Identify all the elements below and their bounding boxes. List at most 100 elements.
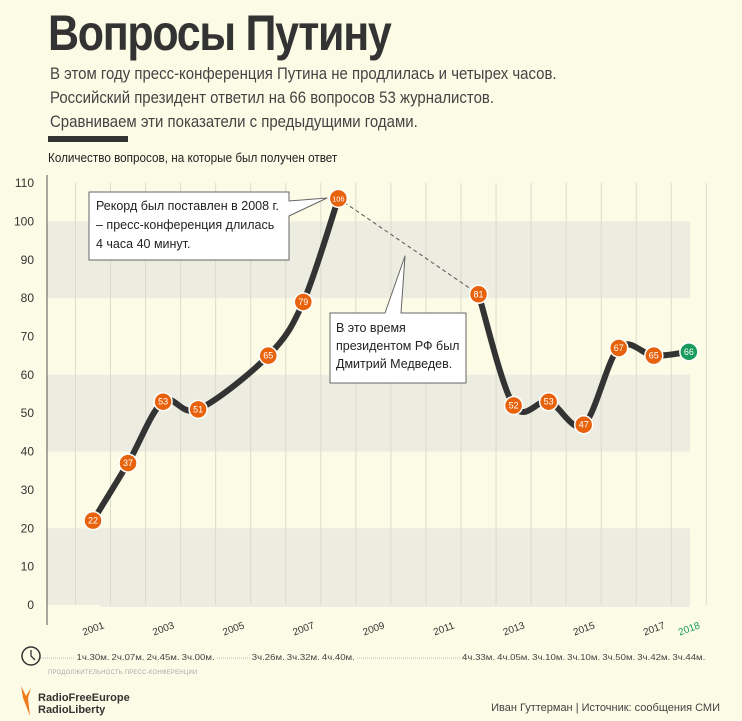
subtitle-line-2: Российский президент ответил на 66 вопро…	[50, 88, 495, 107]
duration-value: 3ч.32м.	[287, 652, 320, 662]
callout-text: В это время	[336, 321, 406, 335]
page-title: Вопросы Путину	[48, 5, 392, 61]
data-label: 65	[649, 351, 659, 361]
data-label: 67	[614, 343, 624, 353]
y-tick-label: 40	[21, 445, 35, 459]
data-label: 53	[544, 397, 554, 407]
data-point	[503, 395, 524, 416]
data-point	[538, 391, 559, 412]
duration-value: 2ч.07м.	[112, 652, 145, 662]
duration-value: 3ч.44м.	[672, 652, 705, 662]
callout-text: 4 часа 40 минут.	[96, 237, 190, 251]
duration-bg	[495, 651, 532, 662]
x-tick-label: 2007	[291, 620, 316, 638]
x-tick-label: 2009	[362, 620, 387, 638]
y-tick-label: 10	[21, 560, 35, 574]
data-label: 52	[509, 401, 519, 411]
y-tick-label: 50	[21, 406, 35, 420]
duration-bg	[320, 651, 357, 662]
data-label: 37	[123, 458, 133, 468]
duration-bg	[530, 651, 567, 662]
duration-bg	[635, 651, 672, 662]
callout-text: Дмитрий Медведев.	[336, 357, 452, 371]
clock-icon	[21, 646, 41, 666]
duration-value: 3ч.50м.	[602, 652, 635, 662]
callout-medvedev: В это время президентом РФ был Дмитрий Мед…	[329, 255, 467, 384]
y-tick-label: 30	[21, 483, 35, 497]
duration-value: 4ч.33м.	[462, 652, 495, 662]
duration-value: 1ч.30м.	[77, 652, 110, 662]
grid-band	[47, 528, 690, 605]
duration-bg	[460, 651, 497, 662]
data-point	[118, 453, 138, 473]
rferl-logo: RadioFreeEurope RadioLiberty	[18, 684, 130, 718]
x-tick-label: 2013	[502, 620, 527, 638]
callout-box	[329, 255, 467, 384]
x-tick-label: 2011	[432, 620, 456, 638]
callout-box	[88, 191, 328, 261]
data-point	[293, 292, 314, 312]
data-point	[609, 338, 629, 358]
logo-line-1: RadioFreeEurope	[38, 692, 130, 704]
y-tick-label: 110	[15, 176, 34, 190]
duration-bg	[110, 651, 147, 662]
y-tick-label: 20	[21, 521, 35, 535]
data-point	[83, 510, 103, 531]
data-point	[328, 188, 349, 209]
logo-line-2: RadioLiberty	[38, 704, 106, 716]
data-point	[644, 345, 664, 366]
x-tick-label: 2003	[151, 620, 176, 638]
x-tick-label: 2001	[81, 620, 106, 638]
x-tick-label: 2005	[221, 620, 246, 638]
duration-bg	[180, 651, 217, 662]
data-label: 53	[158, 397, 168, 407]
carrot-icon	[21, 686, 31, 716]
duration-bg	[285, 651, 322, 662]
gap-dashed-line	[338, 197, 479, 295]
duration-bg	[145, 651, 182, 662]
y-tick-label: 0	[27, 598, 34, 612]
duration-bg	[670, 651, 707, 662]
subtitle-line-3: Сравниваем эти показатели с предыдущими …	[50, 112, 418, 131]
y-tick-label: 90	[21, 253, 35, 267]
data-label: 79	[298, 297, 308, 307]
data-point	[679, 342, 699, 362]
duration-value: 3ч.26м.	[252, 652, 285, 662]
data-label: 65	[263, 351, 273, 361]
y-tick-label: 70	[21, 329, 35, 343]
duration-label: ПРОДОЛЖИТЕЛЬНОСТЬ ПРЕСС-КОНФЕРЕНЦИИ	[48, 670, 198, 676]
duration-value: 3ч.00м.	[182, 652, 215, 662]
duration-value: 3ч.10м.	[532, 652, 565, 662]
data-label: 106	[332, 194, 345, 203]
duration-bg	[600, 651, 637, 662]
y-tick-label: 80	[21, 291, 35, 305]
data-label: 51	[193, 404, 203, 414]
callout-text: – пресс-конференция длилась	[96, 218, 274, 232]
duration-value: 3ч.42м.	[637, 652, 670, 662]
data-point	[573, 414, 594, 435]
duration-value: 2ч.45м.	[147, 652, 180, 662]
duration-value: 3ч.10м.	[567, 652, 600, 662]
duration-bg	[75, 651, 111, 662]
clock-hands-icon	[30, 650, 36, 661]
x-tick-label: 2017	[642, 620, 667, 638]
duration-bg	[565, 651, 602, 662]
duration-value: 4ч.05м.	[497, 652, 530, 662]
y-tick-label: 60	[21, 368, 35, 382]
divider	[48, 136, 128, 142]
data-label: 66	[684, 347, 694, 357]
data-label: 22	[88, 516, 98, 526]
data-point	[258, 345, 278, 366]
callout-text: президентом РФ был	[336, 339, 459, 353]
duration-bg	[250, 651, 287, 662]
data-label: 47	[579, 420, 589, 430]
data-point	[153, 391, 173, 412]
credit: Иван Гуттерман | Источник: сообщения СМИ	[491, 702, 720, 714]
data-label: 81	[474, 289, 484, 299]
y-axis-label: Количество вопросов, на которые был полу…	[48, 150, 338, 165]
callout-text: Рекорд был поставлен в 2008 г.	[96, 199, 279, 213]
data-point	[188, 399, 208, 420]
x-tick-label: 2015	[572, 620, 597, 638]
